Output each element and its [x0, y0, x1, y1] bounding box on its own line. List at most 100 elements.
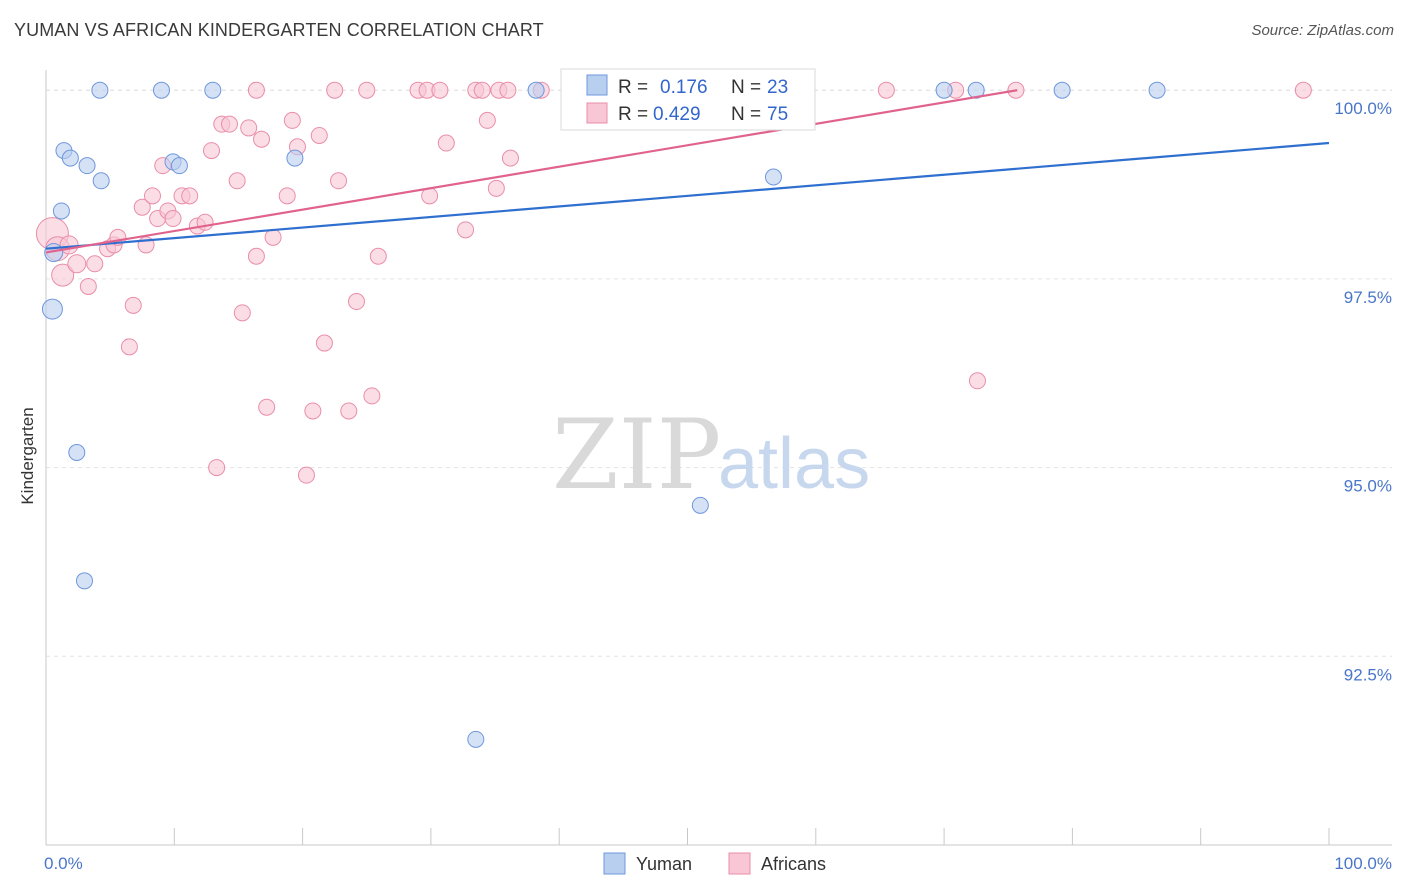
africans-point-59: [473, 81, 491, 99]
africans-point-43: [347, 293, 365, 311]
africans-point-48: [457, 221, 475, 239]
yuman-point-12: [91, 81, 109, 99]
africans-point-10: [120, 338, 138, 356]
yuman-point-13: [152, 81, 170, 99]
yuman-point-19: [1053, 81, 1071, 99]
africans-point-38: [304, 402, 322, 420]
yuman-point-23: [467, 730, 485, 748]
chart-title: YUMAN VS AFRICAN KINDERGARTEN CORRELATIO…: [14, 20, 544, 40]
y-tick-label-0: 100.0%: [1334, 99, 1392, 118]
watermark-zip: ZIP: [552, 399, 721, 511]
yuman-point-2: [52, 202, 70, 220]
legend-r-value-africans: 0.429: [653, 104, 701, 125]
yuman-point-8: [75, 572, 93, 590]
correlation-legend: R = 0.176 N = 23 R = 0.429 N = 75: [560, 68, 816, 131]
africans-point-54: [358, 81, 376, 99]
yuman-points: [41, 81, 1166, 748]
africans-point-34: [278, 187, 296, 205]
y-tick-label-1: 97.5%: [1344, 288, 1392, 307]
africans-point-53: [326, 81, 344, 99]
axes: [45, 70, 1392, 846]
y-axis-title: Kindergarten: [18, 407, 37, 504]
legend-swatch-yuman: [586, 74, 608, 96]
legend-r-label-yuman: R =: [618, 77, 648, 98]
yuman-point-5: [78, 157, 96, 175]
africans-point-26: [220, 115, 238, 133]
bottom-legend-label-yuman: Yuman: [636, 854, 692, 874]
africans-point-14: [143, 187, 161, 205]
africans-point-52: [247, 81, 265, 99]
africans-point-6: [86, 255, 104, 273]
africans-point-73: [499, 81, 517, 99]
yuman-point-22: [691, 496, 709, 514]
africans-point-31: [253, 130, 271, 148]
africans-point-12: [133, 198, 151, 216]
africans-point-42: [340, 402, 358, 420]
africans-point-5: [79, 277, 97, 295]
africans-point-24: [208, 459, 226, 477]
africans-point-49: [487, 179, 505, 197]
yuman-point-4: [61, 149, 79, 167]
yuman-point-21: [764, 168, 782, 186]
yuman-point-18: [967, 81, 985, 99]
africans-point-29: [240, 119, 258, 137]
yuman-point-6: [92, 172, 110, 190]
legend-n-value-africans: 75: [767, 104, 788, 125]
yuman-point-15: [527, 81, 545, 99]
africans-point-4: [67, 254, 87, 274]
yuman-point-7: [68, 444, 86, 461]
africans-point-57: [431, 81, 449, 99]
y-tick-label-3: 92.5%: [1344, 665, 1392, 684]
series-legend: Yuman Africans: [603, 852, 826, 875]
africans-point-40: [315, 334, 333, 352]
africans-point-51: [478, 111, 496, 129]
bottom-legend-swatch-yuman: [603, 852, 626, 875]
africans-point-47: [437, 134, 455, 152]
source-credit: Source: ZipAtlas.com: [1251, 22, 1394, 39]
y-tick-labels: 100.0% 97.5% 95.0% 92.5%: [1334, 99, 1392, 684]
bottom-legend-swatch-africans: [728, 852, 751, 875]
legend-r-value-yuman: 0.176: [660, 77, 708, 98]
yuman-point-20: [1148, 81, 1166, 99]
x-ticks: [45, 828, 1330, 845]
legend-n-label-africans: N =: [731, 104, 761, 125]
africans-point-2: [51, 263, 75, 287]
grid-lines: [46, 89, 1392, 657]
yuman-point-17: [935, 81, 953, 99]
yuman-point-11: [286, 149, 304, 167]
legend-n-label-yuman: N =: [731, 77, 761, 98]
legend-r-label-africans: R =: [618, 104, 648, 125]
africans-point-28: [233, 304, 251, 322]
africans-point-71: [1294, 81, 1312, 99]
africans-point-72: [968, 372, 986, 390]
africans-point-41: [330, 172, 348, 190]
legend-n-value-yuman: 23: [767, 77, 788, 98]
yuman-point-0: [41, 298, 63, 320]
africans-point-45: [369, 247, 387, 265]
x-tick-label-min: 0.0%: [44, 854, 83, 873]
africans-point-35: [283, 111, 301, 129]
legend-swatch-africans: [586, 102, 608, 124]
watermark-atlas: atlas: [718, 424, 870, 504]
yuman-point-10: [170, 157, 188, 175]
africans-point-37: [297, 466, 315, 484]
africans-point-44: [363, 387, 381, 405]
yuman-trend-line: [45, 141, 1330, 250]
yuman-point-14: [204, 81, 222, 99]
africans-point-27: [228, 172, 246, 190]
africans-point-33: [264, 228, 282, 246]
africans-point-68: [877, 81, 895, 99]
africans-point-39: [310, 126, 328, 144]
africans-point-11: [124, 296, 142, 314]
africans-point-23: [203, 142, 221, 160]
y-tick-label-2: 95.0%: [1344, 477, 1392, 496]
africans-point-20: [181, 187, 199, 205]
x-tick-label-max: 100.0%: [1334, 854, 1392, 873]
bottom-legend-label-africans: Africans: [761, 854, 826, 874]
trend-lines: [45, 89, 1330, 254]
africans-point-50: [501, 149, 519, 167]
africans-trend-line: [45, 89, 1018, 254]
africans-point-32: [258, 398, 276, 416]
africans-point-18: [164, 210, 182, 228]
